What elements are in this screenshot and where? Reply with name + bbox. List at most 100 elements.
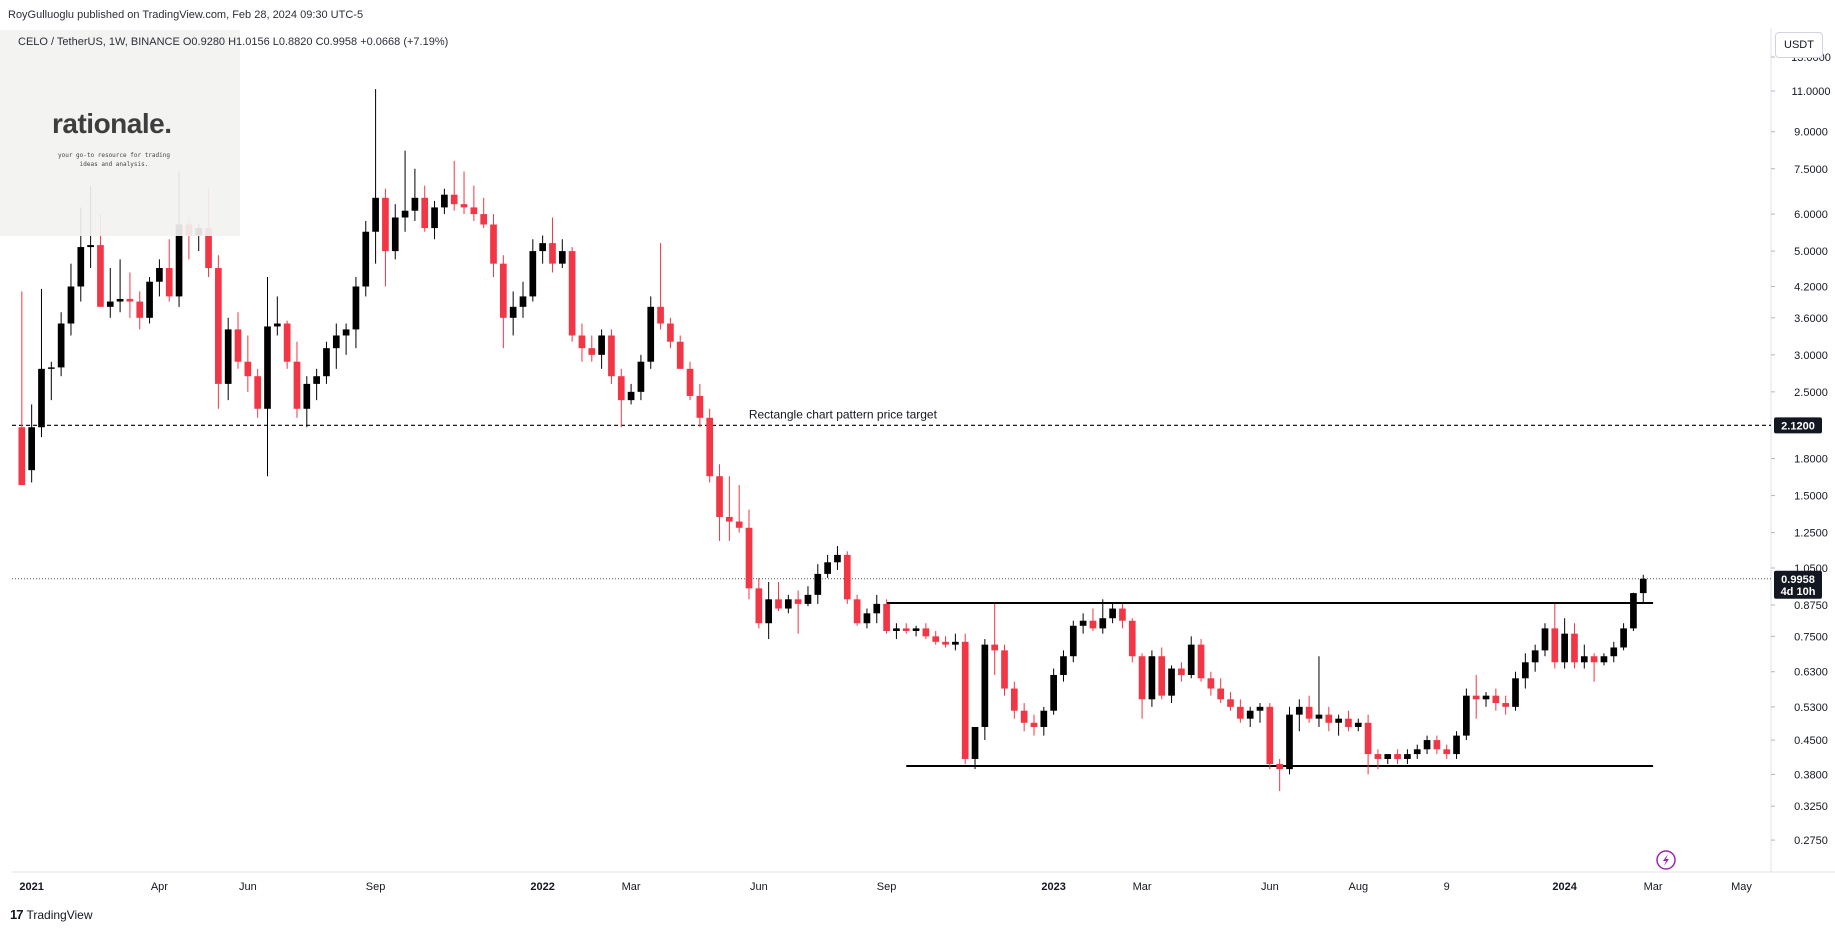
y-tick-label: 6.0000 [1794, 209, 1828, 221]
y-tick-label: 9.0000 [1794, 127, 1828, 139]
candle-body [1610, 647, 1618, 657]
candle-body [411, 197, 419, 211]
candle-body [991, 644, 999, 651]
candle-body [460, 204, 468, 208]
candle-body [549, 243, 556, 264]
candle-body [18, 427, 26, 486]
candle-body [323, 348, 330, 377]
candle-body [804, 594, 812, 604]
candle-body [922, 628, 930, 637]
candle-body [175, 224, 183, 297]
candle-body [273, 323, 281, 327]
x-tick-label: Sep [877, 881, 897, 893]
candle-body [1295, 706, 1303, 715]
candle-body [431, 207, 438, 229]
y-tick-label: 0.3250 [1794, 801, 1828, 813]
candle-body [1168, 668, 1175, 696]
price-tag-label: 0.9958 [1781, 574, 1815, 586]
candle-body [1119, 608, 1126, 621]
candle-body [1217, 688, 1225, 700]
candle-body [952, 641, 959, 645]
candle-body [1286, 714, 1293, 770]
candle-body [1600, 656, 1608, 663]
y-tick-label: 0.7500 [1794, 631, 1828, 643]
candle-body [755, 588, 763, 624]
candle-body [726, 516, 733, 522]
x-tick-label: Sep [366, 881, 386, 893]
candle-body [372, 197, 379, 232]
price-tag-bg [1774, 570, 1822, 599]
candle-body [1158, 656, 1166, 696]
candle-body [588, 348, 596, 355]
candle-body [942, 641, 949, 645]
candle-body [116, 298, 124, 302]
candle-body [499, 263, 507, 318]
bolt-glyph [1663, 854, 1669, 866]
candle-body [686, 368, 694, 396]
candle-body [1079, 620, 1087, 626]
candle-body [696, 395, 704, 418]
candle-body [1276, 763, 1284, 770]
candle-body [873, 603, 881, 614]
y-tick-label: 1.5000 [1794, 491, 1828, 503]
tradingview-logo-icon: 17 [10, 907, 24, 922]
candle-body [775, 599, 782, 609]
candle-body [1305, 706, 1313, 719]
x-tick-label: 2022 [530, 881, 554, 893]
candle-body [332, 335, 340, 349]
candle-body [283, 323, 291, 362]
candle-body [745, 527, 753, 589]
candle-body [1010, 688, 1018, 711]
candle-body [1128, 620, 1136, 657]
candle-body [1423, 740, 1431, 750]
candle-body [47, 367, 55, 369]
y-tick-label: 7.5000 [1794, 164, 1828, 176]
candle-body [647, 306, 655, 362]
candle-body [1148, 656, 1156, 700]
candle-body [156, 268, 163, 282]
candle-body [401, 210, 409, 218]
tradingview-footer[interactable]: 17 TradingView [10, 907, 93, 922]
currency-button[interactable]: USDT [1775, 32, 1823, 58]
candle-body [1512, 678, 1519, 707]
candle-body [1502, 703, 1510, 707]
pattern-annotation: Rectangle chart pattern price target [749, 407, 938, 421]
candle-body [1590, 656, 1598, 663]
candle-body [1443, 749, 1451, 755]
price-tag-countdown: 4d 10h [1781, 586, 1816, 598]
candle-body [932, 636, 940, 642]
candle-body [1639, 578, 1647, 594]
candle-body [578, 335, 586, 349]
candle-body [1040, 710, 1048, 727]
candle-body [146, 281, 153, 318]
candle-body [97, 245, 104, 307]
candle-body [303, 383, 311, 409]
candle-body [716, 476, 723, 517]
candle-body [382, 197, 389, 252]
y-tick-label: 0.5300 [1794, 702, 1828, 714]
x-tick-label: Jun [1261, 881, 1279, 893]
tradingview-brand: TradingView [26, 907, 93, 922]
x-tick-label: Jun [750, 881, 768, 893]
candle-body [470, 207, 478, 215]
candle-body [1178, 668, 1185, 675]
candle-body [961, 641, 969, 759]
candle-body [814, 573, 822, 595]
candle-body [1472, 695, 1480, 700]
candle-body [450, 194, 458, 205]
candle-body [313, 376, 320, 384]
candle-body [106, 301, 114, 307]
x-tick-label: Aug [1348, 881, 1368, 893]
candle-body [1364, 722, 1372, 755]
candle-body [883, 603, 890, 631]
candle-body [1374, 754, 1382, 759]
candle-body [244, 361, 252, 377]
candle-body [1325, 714, 1333, 723]
publisher-line: RoyGulluoglu published on TradingView.co… [8, 9, 364, 21]
candle-body [1246, 710, 1254, 719]
y-tick-label: 0.4500 [1794, 735, 1828, 747]
candle-body [1050, 674, 1057, 711]
x-tick-label: Jun [239, 881, 257, 893]
candle-body [667, 323, 674, 342]
